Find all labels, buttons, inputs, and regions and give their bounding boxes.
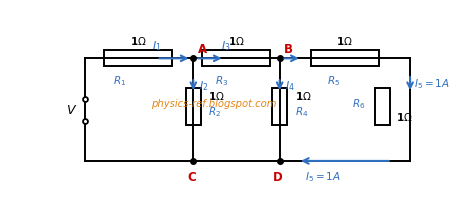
Text: $R_1$: $R_1$ bbox=[113, 74, 127, 88]
Bar bbox=[310, 51, 379, 67]
Text: $I_5 = 1A$: $I_5 = 1A$ bbox=[414, 76, 450, 90]
Text: 1$\Omega$: 1$\Omega$ bbox=[295, 90, 311, 102]
Text: $R_5$: $R_5$ bbox=[327, 74, 340, 88]
Text: $I_4$: $I_4$ bbox=[285, 79, 295, 93]
Text: $R_4$: $R_4$ bbox=[295, 105, 308, 119]
Bar bbox=[202, 51, 270, 67]
Text: 1$\Omega$: 1$\Omega$ bbox=[209, 90, 225, 102]
Text: 1$\Omega$: 1$\Omega$ bbox=[396, 110, 412, 122]
Bar bbox=[104, 51, 172, 67]
Text: $R_3$: $R_3$ bbox=[215, 74, 228, 88]
Text: physics-ref.blogspot.com: physics-ref.blogspot.com bbox=[151, 98, 276, 108]
Text: $R_2$: $R_2$ bbox=[209, 105, 221, 119]
Text: $I_2$: $I_2$ bbox=[199, 79, 208, 93]
Text: C: C bbox=[187, 170, 196, 183]
Bar bbox=[375, 88, 390, 126]
Text: $V$: $V$ bbox=[66, 104, 78, 116]
Text: 1$\Omega$: 1$\Omega$ bbox=[337, 35, 353, 47]
Text: A: A bbox=[198, 43, 207, 56]
Text: $I_3$: $I_3$ bbox=[221, 39, 230, 53]
Text: 1$\Omega$: 1$\Omega$ bbox=[130, 35, 146, 47]
Text: $I_5 =1A$: $I_5 =1A$ bbox=[305, 170, 341, 184]
Text: $R_6$: $R_6$ bbox=[352, 97, 365, 111]
Text: $I_1$: $I_1$ bbox=[152, 39, 161, 53]
Bar bbox=[186, 88, 201, 126]
Text: B: B bbox=[284, 43, 293, 56]
Text: 1$\Omega$: 1$\Omega$ bbox=[228, 35, 245, 47]
Bar bbox=[272, 88, 287, 126]
Text: D: D bbox=[273, 170, 283, 183]
